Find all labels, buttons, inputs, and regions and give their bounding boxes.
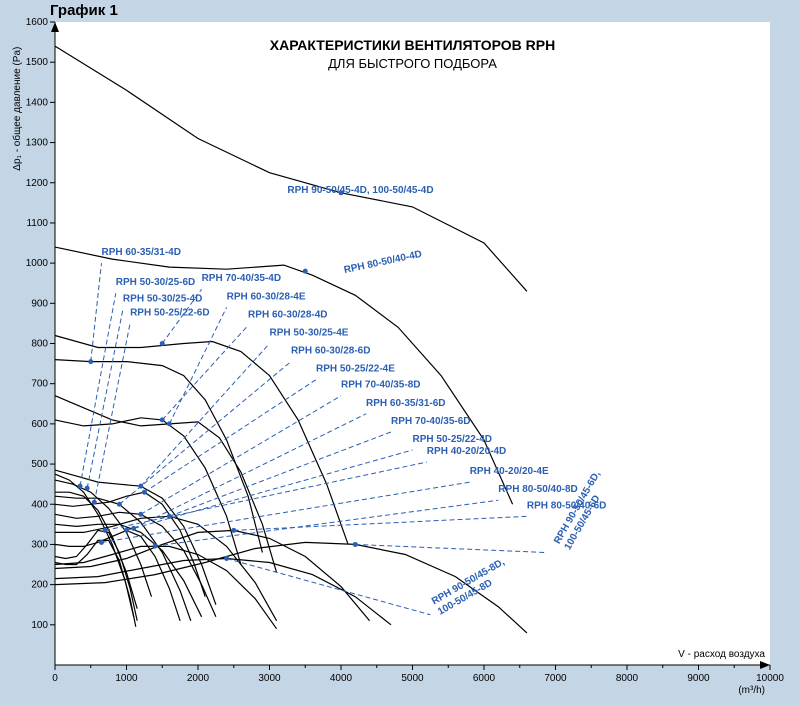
curve-label: RPH 40-20/20-4E: [470, 466, 549, 477]
svg-text:800: 800: [31, 339, 48, 350]
curve-label: RPH 60-30/28-4D: [248, 309, 327, 320]
curve-label: RPH 70-40/35-4D: [202, 273, 281, 284]
fan-characteristics-chart: ХАРАКТЕРИСТИКИ ВЕНТИЛЯТОРОВ RPH ДЛЯ БЫСТР…: [0, 0, 800, 705]
curve-label: RPH 50-25/22-4D: [413, 434, 492, 445]
curve-label: RPH 80-50/40-8D: [498, 484, 577, 495]
curve-label: RPH 70-40/35-6D: [391, 416, 470, 427]
curve-label: RPH 60-30/28-6D: [291, 346, 370, 357]
svg-text:9000: 9000: [687, 673, 710, 684]
svg-text:400: 400: [31, 499, 48, 510]
svg-text:Δp₁ - общее давление (Pa): Δp₁ - общее давление (Pa): [11, 47, 23, 171]
svg-text:V - расход воздуха: V - расход воздуха: [678, 649, 765, 660]
curve-label: RPH 50-30/25-6D: [116, 277, 195, 288]
svg-text:100: 100: [31, 620, 48, 631]
curve-label: RPH 70-40/35-8D: [341, 380, 420, 391]
svg-text:5000: 5000: [401, 673, 424, 684]
svg-text:1000: 1000: [115, 673, 138, 684]
svg-text:10000: 10000: [756, 673, 784, 684]
svg-text:2000: 2000: [187, 673, 210, 684]
curve-label: RPH 40-20/20-4D: [427, 446, 506, 457]
svg-text:300: 300: [31, 539, 48, 550]
svg-text:1400: 1400: [26, 97, 49, 108]
svg-text:1200: 1200: [26, 178, 49, 189]
svg-text:900: 900: [31, 298, 48, 309]
curve-label: RPH 90-50/45-4D, 100-50/45-4D: [287, 185, 433, 196]
svg-text:ХАРАКТЕРИСТИКИ ВЕНТИЛЯТОРОВ RP: ХАРАКТЕРИСТИКИ ВЕНТИЛЯТОРОВ RPH: [270, 37, 555, 53]
svg-text:500: 500: [31, 459, 48, 470]
svg-text:200: 200: [31, 580, 48, 591]
svg-text:(m³/h): (m³/h): [738, 685, 765, 696]
curve-label: RPH 60-35/31-6D: [366, 398, 445, 409]
svg-text:0: 0: [52, 673, 58, 684]
curve-label: RPH 60-30/28-4E: [227, 291, 306, 302]
svg-text:1500: 1500: [26, 57, 49, 68]
svg-text:1100: 1100: [26, 218, 48, 229]
svg-text:1300: 1300: [26, 138, 49, 149]
curve-label: RPH 50-30/25-4D: [123, 293, 202, 304]
svg-text:7000: 7000: [544, 673, 567, 684]
svg-text:6000: 6000: [473, 673, 496, 684]
curve-label: RPH 50-25/22-6D: [130, 307, 209, 318]
svg-text:1600: 1600: [26, 17, 49, 28]
curve-label: RPH 60-35/31-4D: [101, 247, 180, 258]
chart-title: График 1: [50, 2, 118, 19]
svg-text:4000: 4000: [330, 673, 353, 684]
svg-text:700: 700: [31, 379, 48, 390]
svg-text:600: 600: [31, 419, 48, 430]
svg-text:ДЛЯ БЫСТРОГО ПОДБОРА: ДЛЯ БЫСТРОГО ПОДБОРА: [328, 56, 497, 71]
curve-label: RPH 50-30/25-4E: [270, 327, 349, 338]
svg-text:1000: 1000: [26, 258, 49, 269]
svg-text:3000: 3000: [258, 673, 281, 684]
curve-label: RPH 50-25/22-4E: [316, 364, 395, 375]
svg-text:8000: 8000: [616, 673, 639, 684]
